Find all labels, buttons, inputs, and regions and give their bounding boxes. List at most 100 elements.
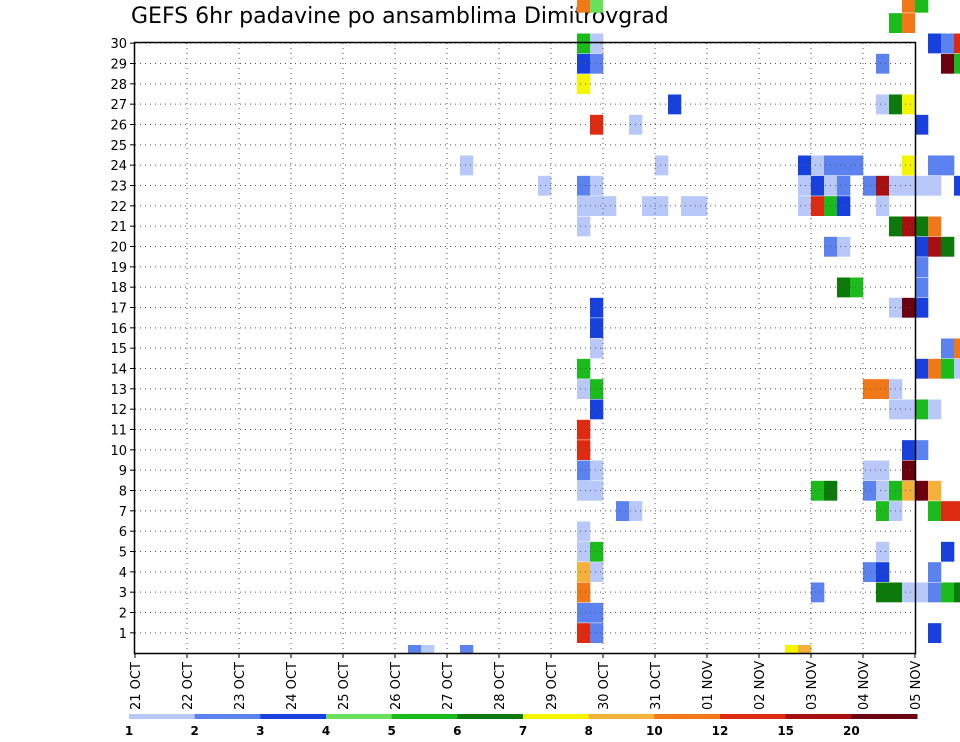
heatmap-cell	[928, 582, 942, 603]
heatmap-cell	[902, 399, 916, 420]
heatmap-cell	[915, 440, 929, 460]
y-tick-label: 25	[110, 139, 127, 154]
x-tick-label: 24 OCT	[285, 662, 300, 710]
heatmap-cell	[668, 94, 682, 115]
heatmap-cell	[902, 297, 916, 318]
heatmap-cell	[876, 562, 890, 582]
y-tick-label: 13	[110, 383, 127, 398]
colorbar-label: 7	[519, 724, 527, 738]
heatmap-cell	[590, 562, 604, 582]
heatmap-cell	[915, 175, 929, 196]
heatmap-cell	[785, 645, 799, 653]
y-tick-label: 11	[110, 424, 127, 439]
heatmap-cell	[616, 501, 630, 521]
x-axis: 21 OCT 22 OCT 23 OCT 24 OCT 25 OCT 26 OCT 27 O…	[129, 653, 924, 710]
y-tick-label: 3	[119, 586, 127, 601]
y-axis: 1234567891011121314151617181920212223242…	[110, 37, 135, 642]
heatmap-cell	[941, 541, 955, 562]
x-tick-label: 22 OCT	[181, 662, 196, 710]
heatmap-cell	[798, 196, 812, 216]
colorbar-swatch	[654, 714, 721, 719]
x-tick-label: 02 NOV	[753, 661, 768, 710]
colorbar-swatch	[391, 714, 458, 719]
heatmap-cell	[681, 196, 695, 216]
y-tick-label: 30	[110, 37, 127, 52]
heatmap-cell	[577, 216, 591, 237]
heatmap-cell	[902, 216, 916, 237]
heatmap-cell	[915, 480, 929, 501]
heatmap-cell	[798, 155, 812, 176]
heatmap-cell	[811, 155, 825, 176]
heatmap-cell	[577, 440, 591, 460]
x-tick-label: 23 OCT	[233, 662, 248, 710]
heatmap-cell	[941, 155, 955, 176]
colorbar-swatch	[194, 714, 261, 719]
y-tick-label: 12	[110, 403, 127, 418]
y-tick-label: 28	[110, 78, 127, 93]
heatmap-cell	[577, 33, 591, 54]
heatmap-cell	[577, 53, 591, 74]
y-tick-label: 21	[110, 220, 127, 235]
heatmap-cell	[590, 460, 604, 481]
grid-lines	[135, 42, 915, 653]
heatmap-cell	[590, 602, 604, 623]
colorbar-swatch	[260, 714, 327, 719]
heatmap-cell	[577, 196, 591, 216]
heatmap-cell	[928, 155, 942, 176]
y-tick-label: 27	[110, 98, 127, 113]
heatmap-cell	[902, 13, 916, 33]
heatmap-cell	[928, 562, 942, 582]
heatmap-cell	[954, 53, 960, 74]
colorbar-swatch	[720, 714, 787, 719]
heatmap-cell	[876, 480, 890, 501]
heatmap-cell	[811, 196, 825, 216]
heatmap-cell	[577, 419, 591, 440]
heatmap-cell	[577, 562, 591, 582]
heatmap-cell	[902, 0, 916, 13]
heatmap-cell	[811, 582, 825, 603]
heatmap-cell	[902, 94, 916, 115]
colorbar-label: 2	[190, 724, 198, 738]
heatmap-cell	[837, 175, 851, 196]
y-tick-label: 15	[110, 342, 127, 357]
heatmap-cell	[941, 501, 955, 521]
heatmap-cell	[902, 175, 916, 196]
heatmap-cell	[850, 277, 864, 298]
heatmap-cell	[928, 216, 942, 237]
heatmap-cell	[928, 399, 942, 420]
x-tick-label: 31 OCT	[649, 662, 664, 710]
heatmap-cell	[590, 114, 604, 135]
heatmap-cell	[837, 236, 851, 257]
heatmap-cell	[538, 175, 552, 196]
x-tick-label: 04 NOV	[857, 661, 872, 710]
x-tick-label: 27 OCT	[441, 662, 456, 710]
heatmap-cell	[577, 521, 591, 542]
heatmap-cell	[577, 0, 591, 13]
colorbar-label: 3	[256, 724, 264, 738]
colorbar-label: 4	[322, 724, 330, 738]
colorbar-label: 20	[843, 724, 860, 738]
heatmap-cell	[655, 155, 669, 176]
x-tick-label: 21 OCT	[129, 662, 144, 710]
heatmap-cell	[915, 257, 929, 277]
heatmap-cell	[590, 623, 604, 643]
colorbar-swatch	[129, 714, 196, 719]
heatmap-cell	[876, 582, 890, 603]
heatmap-cell	[577, 74, 591, 94]
heatmap-cell	[837, 155, 851, 176]
y-tick-label: 29	[110, 58, 127, 73]
y-tick-label: 4	[119, 566, 127, 581]
heatmap-cell	[590, 33, 604, 54]
x-tick-label: 05 NOV	[909, 661, 924, 710]
heatmap-cell	[954, 358, 960, 379]
heatmap-cell	[577, 460, 591, 481]
heatmap-cell	[915, 114, 929, 135]
heatmap-cell	[902, 155, 916, 176]
heatmap-cell	[590, 318, 604, 338]
y-tick-label: 9	[119, 464, 127, 479]
heatmap-cell	[603, 196, 617, 216]
heatmap-cell	[798, 645, 812, 653]
colorbar-label: 10	[646, 724, 663, 738]
heatmap-cell	[421, 645, 435, 653]
colorbar: 1 2 3 4 5 6 7 8 10 12 15 20	[125, 714, 918, 738]
